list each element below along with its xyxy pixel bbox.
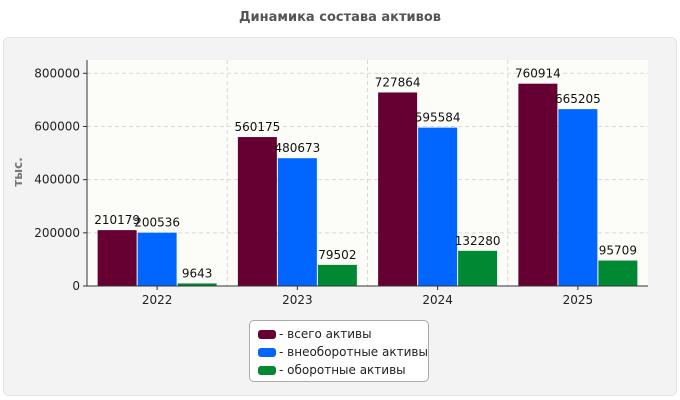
bar-value-label: 79502 [318,248,356,262]
x-tick-label: 2023 [282,293,313,307]
bar [237,137,277,286]
axes: 0 200000 400000 600000 800000 2022 2023 2024 202… [34,60,648,307]
bar [277,158,317,286]
bar-value-label: 727864 [375,75,421,89]
bar-value-label: 480673 [274,141,320,155]
grid-lines [87,60,648,286]
y-tick-label: 800000 [34,66,80,80]
legend-swatch-total [258,329,276,339]
y-axis-label: тыс. [11,157,25,186]
bar-value-label: 132280 [455,234,501,248]
bar-value-label: 595584 [415,111,461,125]
legend-label-noncurrent: - внеоборотные активы [279,345,428,359]
bar-value-label: 760914 [515,67,561,81]
legend-swatch-current [258,365,276,375]
bar-value-label: 200536 [134,216,180,230]
chart-title: Динамика состава активов [238,10,442,25]
bar [137,232,177,286]
bar [378,92,418,286]
legend-item-current: - оборотные активы [258,361,428,379]
legend-label-current: - оборотные активы [279,363,406,377]
bar [97,230,137,286]
legend-swatch-noncurrent [258,347,276,357]
y-tick-label: 400000 [34,173,80,187]
bar-value-label: 560175 [234,120,280,134]
legend-item-noncurrent: - внеоборотные активы [258,343,428,361]
bar [598,260,638,286]
legend-item-total: - всего активы [258,325,428,343]
bar-value-label: 95709 [599,244,637,258]
y-tick-label: 200000 [34,226,80,240]
x-tick-label: 2025 [563,293,594,307]
bar [518,83,558,286]
legend-label-total: - всего активы [279,327,372,341]
y-tick-label: 0 [72,279,80,293]
bar [418,127,458,287]
y-tick-label: 600000 [34,119,80,133]
bar [177,283,217,286]
bars [97,83,638,287]
x-tick-label: 2024 [422,293,453,307]
bar-value-label: 9643 [182,266,213,280]
bar [558,109,598,286]
legend: - всего активы - внеоборотные активы - о… [249,320,429,382]
bar [317,264,357,286]
x-tick-label: 2022 [142,293,173,307]
bar [458,250,498,286]
bar-value-label: 665205 [555,92,601,106]
bar-value-label: 210179 [94,213,140,227]
